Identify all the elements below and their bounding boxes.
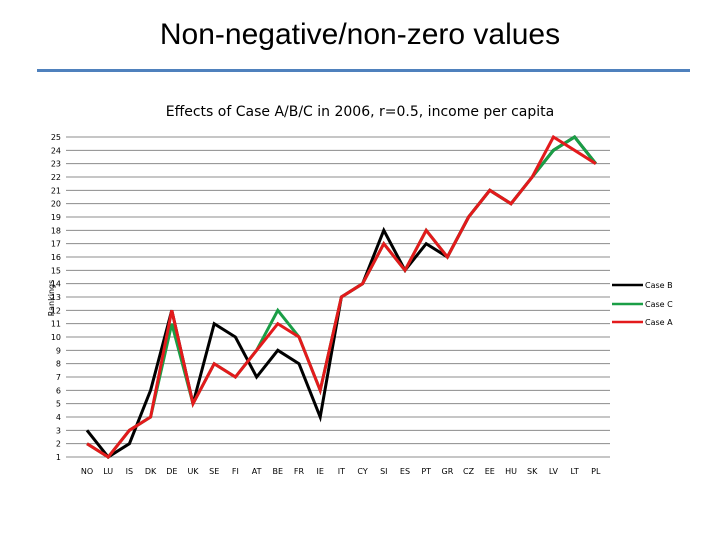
title-divider [37, 69, 690, 72]
y-tick-label: 24 [51, 146, 61, 155]
x-tick-label: GR [442, 467, 454, 476]
y-tick-label: 9 [56, 346, 61, 355]
x-tick-label: UK [187, 467, 199, 476]
y-tick-label: 14 [51, 280, 61, 289]
y-tick-label: 8 [56, 360, 61, 369]
y-tick-label: 18 [51, 226, 61, 235]
x-tick-label: SK [527, 467, 538, 476]
y-axis-label: Rankings [47, 280, 56, 317]
legend-label: Case C [645, 300, 673, 309]
slide-title: Non-negative/non-zero values [159, 18, 561, 51]
y-tick-label: 15 [51, 266, 61, 275]
x-tick-label: PL [591, 467, 601, 476]
legend-label: Case B [645, 281, 673, 290]
x-tick-label: FR [294, 467, 305, 476]
y-tick-label: 20 [51, 200, 61, 209]
x-tick-label: BE [273, 467, 284, 476]
x-tick-label: LU [103, 467, 113, 476]
y-tick-label: 25 [51, 133, 61, 142]
x-tick-label: FI [232, 467, 239, 476]
y-tick-label: 3 [56, 426, 61, 435]
y-tick-label: 16 [51, 253, 61, 262]
y-tick-label: 19 [51, 213, 61, 222]
x-tick-label: IT [338, 467, 345, 476]
x-tick-label: NO [81, 467, 93, 476]
x-tick-label: CY [357, 467, 367, 476]
x-tick-label: SE [209, 467, 219, 476]
gridlines [66, 136, 610, 458]
y-tick-label: 12 [51, 306, 61, 315]
y-tick-label: 7 [56, 373, 61, 382]
x-tick-label: PT [421, 467, 431, 476]
x-tick-label: LV [549, 467, 559, 476]
y-tick-label: 5 [56, 400, 61, 409]
y-tick-label: 22 [51, 173, 61, 182]
y-tick-label: 4 [56, 413, 61, 422]
x-tick-label: IS [126, 467, 133, 476]
y-tick-label: 23 [51, 160, 61, 169]
y-tick-label: 10 [51, 333, 61, 342]
x-tick-label: EE [485, 467, 495, 476]
y-tick-label: 21 [51, 186, 61, 195]
series-line-case-a [86, 134, 597, 459]
legend: Case B Case C Case A [612, 281, 673, 327]
y-tick-label: 6 [56, 386, 61, 395]
x-tick-label: SI [380, 467, 387, 476]
x-tick-label: IE [316, 467, 323, 476]
x-tick-label: LT [570, 467, 578, 476]
y-tick-label: 13 [51, 293, 61, 302]
x-tick-label: AT [252, 467, 262, 476]
x-tick-label: DK [145, 467, 157, 476]
series-lines [85, 134, 597, 459]
y-tick-label: 2 [56, 440, 61, 449]
y-tick-label: 17 [51, 240, 61, 249]
x-tick-label: CZ [463, 467, 475, 476]
legend-label: Case A [645, 318, 673, 327]
y-tick-label: 11 [51, 320, 61, 329]
x-tick-label: ES [400, 467, 410, 476]
y-tick-label: 1 [56, 453, 61, 462]
chart-title: Effects of Case A/B/C in 2006, r=0.5, in… [165, 104, 555, 120]
x-axis-ticks: NO LU IS DK DE UK SE FI AT BE FR IE IT CY SI ES PT GR CZ EE… [81, 467, 601, 476]
x-tick-label: DE [166, 467, 177, 476]
x-tick-label: HU [505, 467, 517, 476]
y-axis-ticks: 1234567891011121314151617181920212223242… [51, 133, 61, 462]
